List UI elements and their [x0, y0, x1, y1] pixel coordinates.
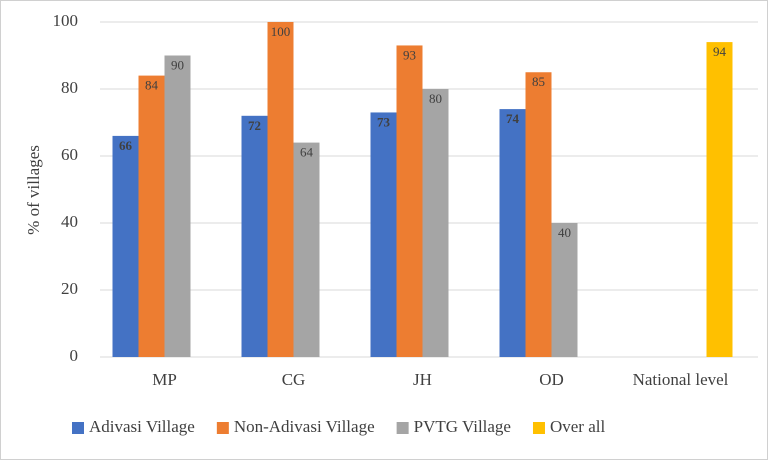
bar	[267, 22, 294, 357]
bar	[499, 109, 526, 357]
value-label: 85	[532, 74, 545, 89]
y-tick-label: 60	[61, 145, 78, 164]
legend-swatch	[72, 422, 84, 434]
value-label: 90	[171, 57, 184, 72]
bar	[551, 223, 578, 357]
y-tick-label: 0	[70, 346, 79, 365]
bar	[370, 112, 397, 357]
x-tick-label: CG	[282, 370, 306, 389]
value-label: 66	[119, 138, 133, 153]
y-tick-label: 40	[61, 212, 78, 231]
bar	[706, 42, 733, 357]
y-tick-label: 20	[61, 279, 78, 298]
value-label: 73	[377, 114, 391, 129]
bar	[293, 142, 320, 357]
bar	[525, 72, 552, 357]
x-tick-label: OD	[539, 370, 564, 389]
legend-swatch	[396, 422, 409, 434]
legend-label: PVTG Village	[414, 417, 511, 436]
legend-label: Adivasi Village	[89, 417, 195, 436]
value-label: 80	[429, 91, 442, 106]
legend-label: Over all	[550, 417, 606, 436]
value-label: 74	[506, 111, 520, 126]
x-tick-label: National level	[633, 370, 729, 389]
value-label: 100	[271, 24, 291, 39]
x-tick-label: MP	[152, 370, 177, 389]
legend-swatch	[532, 422, 545, 434]
y-tick-label: 100	[53, 11, 79, 30]
bar	[396, 45, 423, 357]
bar	[422, 89, 449, 357]
bar	[164, 55, 191, 357]
legend-label: Non-Adivasi Village	[234, 417, 375, 436]
bar	[241, 115, 268, 357]
value-label: 84	[145, 78, 159, 93]
value-label: 40	[558, 225, 571, 240]
value-label: 64	[300, 145, 314, 160]
value-label: 93	[403, 47, 416, 62]
legend-swatch	[216, 422, 229, 434]
x-tick-label: JH	[413, 370, 432, 389]
y-tick-label: 80	[61, 78, 78, 97]
value-label: 72	[248, 118, 261, 133]
y-axis-label: % of villages	[24, 145, 43, 235]
value-label: 94	[713, 44, 727, 59]
bar	[138, 75, 165, 357]
bar	[112, 135, 139, 357]
